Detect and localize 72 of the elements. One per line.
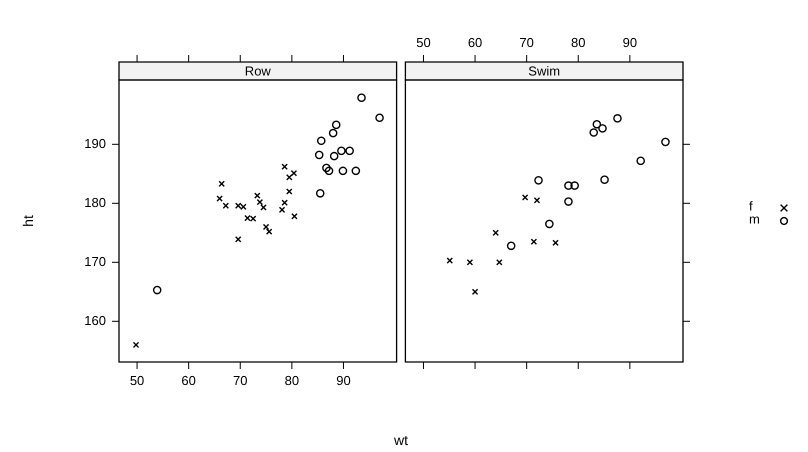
x-tick-label: 50 (130, 373, 144, 388)
x-tick-label: 70 (233, 373, 248, 388)
point (598, 124, 607, 133)
point (240, 204, 247, 210)
point (522, 194, 528, 201)
point (506, 241, 516, 250)
point (316, 136, 326, 146)
point (589, 128, 598, 137)
point (496, 259, 503, 266)
point (661, 138, 670, 146)
point (322, 164, 331, 172)
point (570, 181, 579, 190)
point (545, 220, 554, 228)
point (472, 288, 478, 296)
x-tick-label: 60 (181, 373, 196, 388)
point (338, 166, 348, 176)
x-tick-label: 80 (571, 35, 586, 50)
point (291, 213, 298, 220)
point (564, 181, 573, 190)
point (592, 120, 602, 129)
point (244, 214, 251, 222)
point (375, 113, 384, 122)
chart-title: Swim (528, 64, 560, 79)
point (234, 202, 242, 209)
point (290, 170, 298, 176)
point (218, 180, 225, 188)
x-tick-label: 50 (416, 35, 431, 50)
point (286, 174, 293, 181)
y-tick-label: 160 (84, 312, 106, 328)
point (330, 152, 338, 160)
y-tick-label: 180 (84, 194, 106, 210)
point (446, 257, 454, 264)
x-tick-label: 70 (519, 35, 534, 50)
x-tick-label: 60 (468, 35, 482, 50)
point (357, 93, 366, 102)
point (613, 114, 622, 123)
point (314, 150, 324, 160)
point (324, 166, 334, 176)
point (564, 197, 573, 206)
legend-label: m (749, 212, 760, 227)
x-tick-label: 90 (336, 373, 351, 388)
y-tick-label: 170 (84, 254, 106, 269)
point (152, 286, 162, 294)
point (234, 236, 242, 243)
point (352, 166, 360, 176)
point (222, 202, 230, 209)
legend-label: f (749, 198, 753, 214)
x-tick-label: 80 (284, 373, 300, 388)
point (530, 238, 538, 245)
point (132, 342, 140, 348)
chart-title: Row (244, 64, 272, 79)
point (216, 195, 223, 202)
y-axis-title: ht (20, 215, 36, 227)
point (600, 175, 609, 184)
x-axis-title: wt (394, 432, 408, 448)
x-tick-label: 90 (622, 35, 638, 50)
point (466, 259, 474, 266)
point (534, 197, 540, 204)
point (636, 156, 645, 166)
point (316, 188, 325, 198)
point (534, 176, 543, 185)
y-tick-label: 190 (84, 136, 106, 151)
point (332, 120, 341, 130)
point (337, 146, 346, 156)
point (286, 188, 293, 195)
point (492, 230, 499, 236)
point (345, 146, 354, 156)
point (552, 240, 559, 246)
point (281, 163, 288, 170)
point (260, 204, 267, 211)
point (328, 128, 338, 138)
point (250, 215, 256, 222)
